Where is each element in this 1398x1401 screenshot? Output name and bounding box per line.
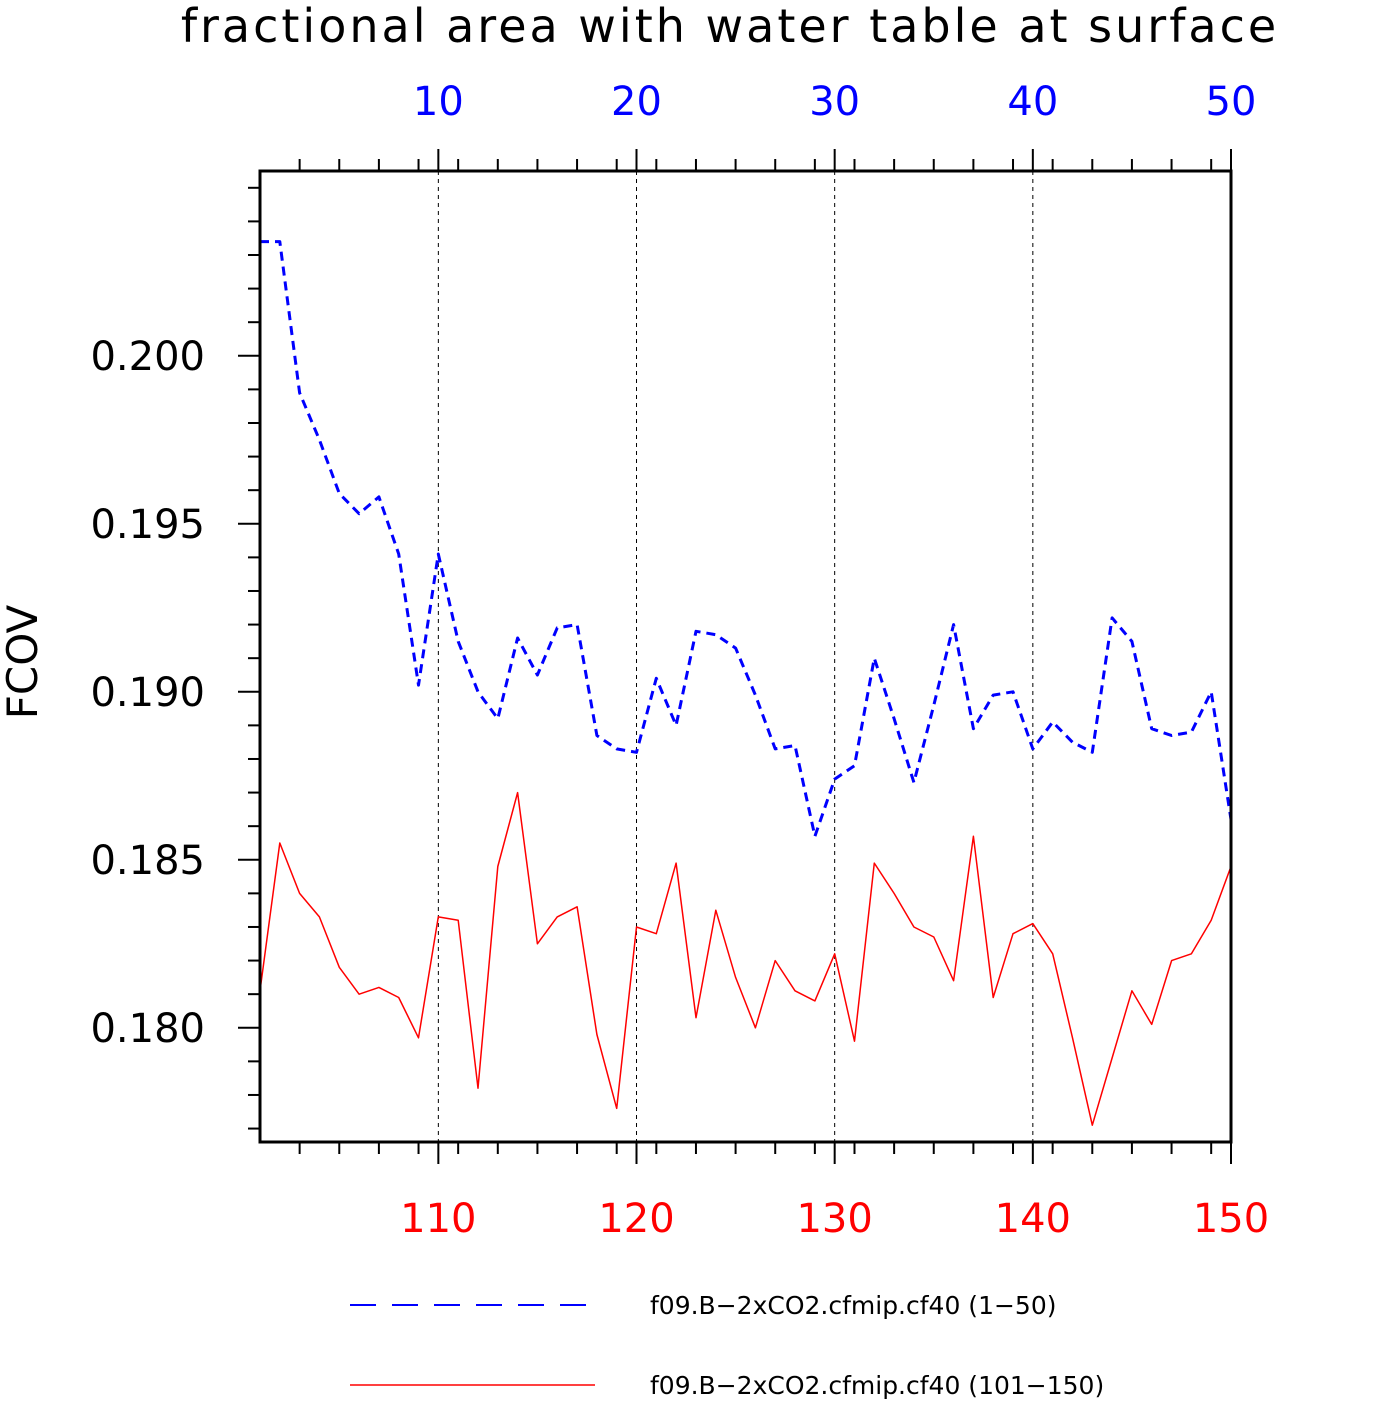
x-bottom-tick-label: 110 bbox=[400, 1196, 476, 1242]
x-top-tick-label: 20 bbox=[611, 79, 662, 125]
x-top-tick-label: 30 bbox=[809, 79, 860, 125]
x-bottom-tick-label: 120 bbox=[598, 1196, 674, 1242]
axes: 0.200 0.195 0.190 0.185 0.180 110 120 130 140 150… bbox=[90, 79, 1269, 1242]
series-line-1 bbox=[259, 791, 1232, 1126]
chart-title: fractional area with water table at surf… bbox=[181, 0, 1279, 53]
x-top-tick-label: 40 bbox=[1007, 79, 1058, 125]
legend-label-1: f09.B−2xCO2.cfmip.cf40 (101−150) bbox=[650, 1371, 1104, 1400]
legend-label-0: f09.B−2xCO2.cfmip.cf40 (1−50) bbox=[650, 1291, 1056, 1320]
y-axis-label: FCOV bbox=[0, 604, 47, 719]
x-top-tick-label: 10 bbox=[413, 79, 464, 125]
x-bottom-tick-label: 150 bbox=[1193, 1196, 1269, 1242]
y-tick-label: 0.185 bbox=[90, 838, 205, 884]
y-tick-label: 0.195 bbox=[90, 502, 205, 548]
x-bottom-tick-label: 140 bbox=[995, 1196, 1071, 1242]
y-tick-label: 0.190 bbox=[90, 670, 205, 716]
x-top-tick-label: 50 bbox=[1206, 79, 1257, 125]
y-tick-label: 0.180 bbox=[90, 1006, 205, 1052]
x-bottom-tick-label: 130 bbox=[796, 1196, 872, 1242]
x-gridlines bbox=[437, 171, 1034, 1142]
y-tick-label: 0.200 bbox=[90, 334, 205, 380]
series-line-0 bbox=[260, 240, 1233, 838]
plot-frame bbox=[258, 169, 1233, 1144]
legend: f09.B−2xCO2.cfmip.cf40 (1−50) f09.B−2xCO2… bbox=[350, 1291, 1104, 1400]
series-layer bbox=[259, 240, 1233, 1126]
